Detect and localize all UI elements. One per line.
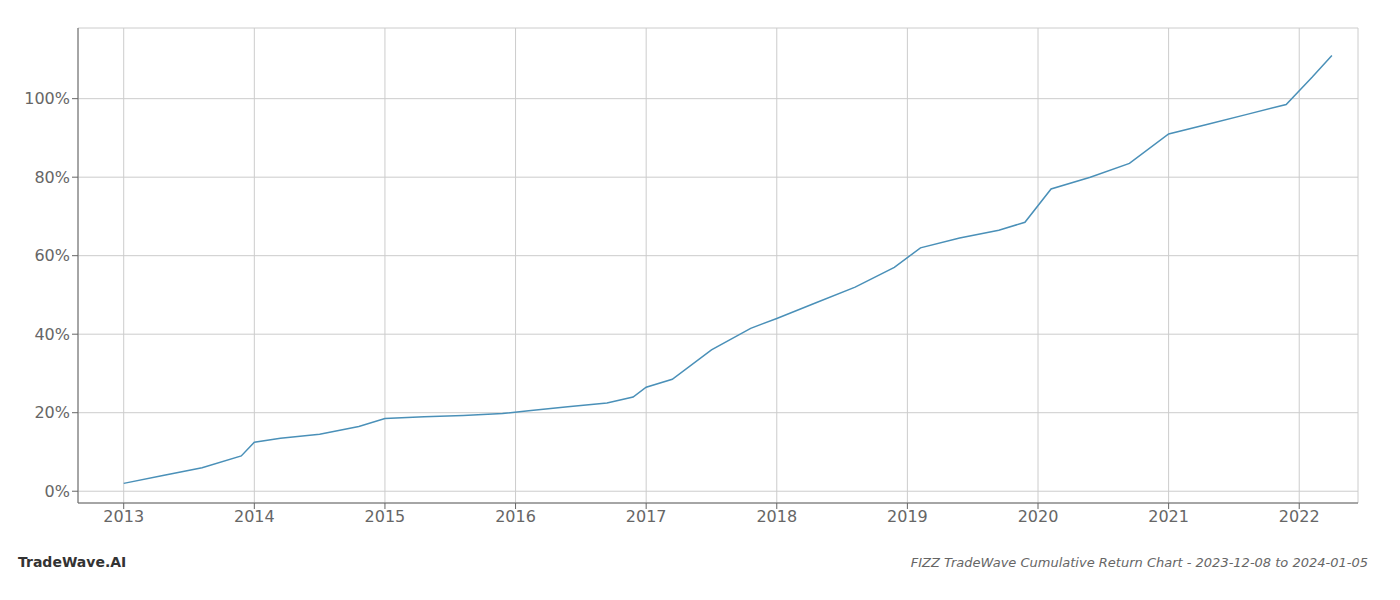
svg-text:2018: 2018 bbox=[756, 507, 797, 526]
svg-text:20%: 20% bbox=[34, 403, 70, 422]
svg-text:2015: 2015 bbox=[365, 507, 406, 526]
svg-text:2013: 2013 bbox=[103, 507, 144, 526]
svg-text:2019: 2019 bbox=[887, 507, 928, 526]
svg-text:60%: 60% bbox=[34, 246, 70, 265]
svg-text:40%: 40% bbox=[34, 325, 70, 344]
svg-text:0%: 0% bbox=[45, 482, 70, 501]
svg-text:2014: 2014 bbox=[234, 507, 275, 526]
svg-text:80%: 80% bbox=[34, 168, 70, 187]
svg-text:2020: 2020 bbox=[1018, 507, 1059, 526]
svg-text:2021: 2021 bbox=[1148, 507, 1189, 526]
svg-text:2017: 2017 bbox=[626, 507, 667, 526]
svg-text:100%: 100% bbox=[24, 89, 70, 108]
html-text:TradeWave.AI: TradeWave.AI bbox=[18, 554, 127, 570]
html-text:FIZZ TradeWave Cumulative Retu: FIZZ TradeWave Cumulative Return Chart -… bbox=[910, 555, 1368, 570]
svg-text:2022: 2022 bbox=[1279, 507, 1320, 526]
svg-text:2016: 2016 bbox=[495, 507, 536, 526]
